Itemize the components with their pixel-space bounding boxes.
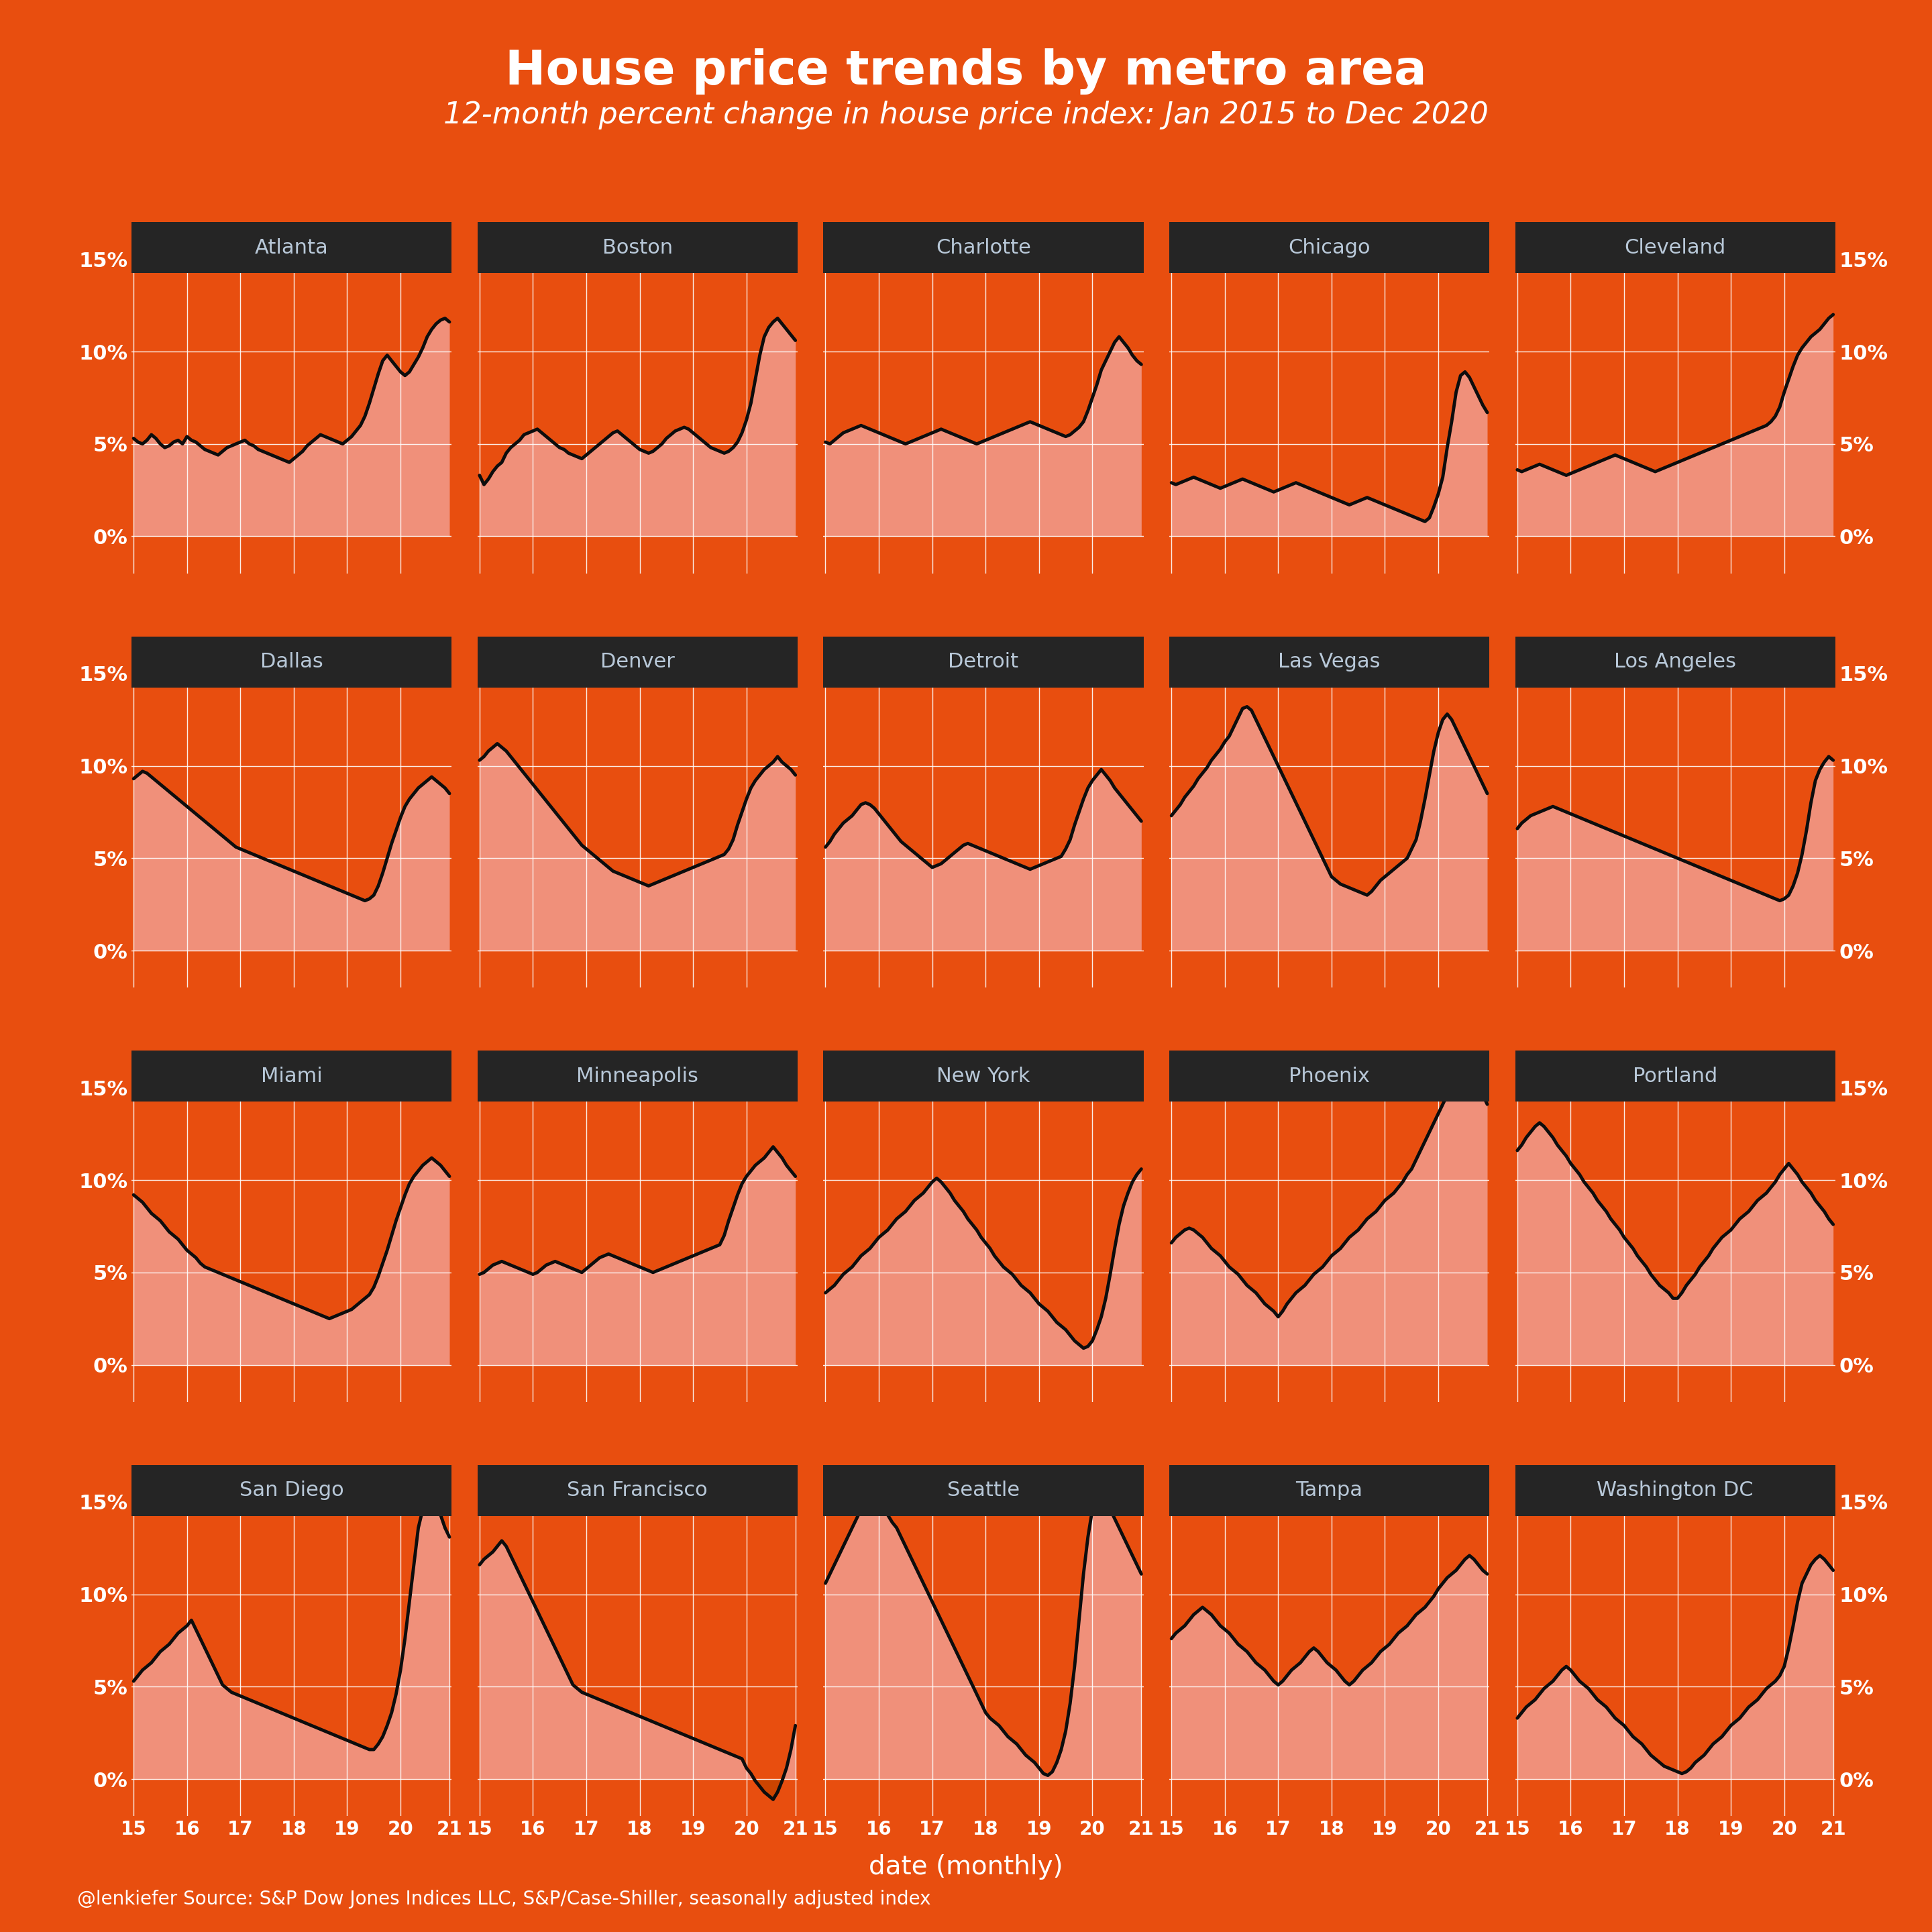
Text: Seattle: Seattle bbox=[947, 1480, 1020, 1499]
Bar bbox=[1169, 636, 1490, 688]
Text: @lenkiefer Source: S&P Dow Jones Indices LLC, S&P/Case-Shiller, seasonally adjus: @lenkiefer Source: S&P Dow Jones Indices… bbox=[77, 1889, 931, 1909]
Text: Charlotte: Charlotte bbox=[935, 238, 1032, 257]
Bar bbox=[823, 222, 1144, 272]
Text: Boston: Boston bbox=[603, 238, 672, 257]
Text: Denver: Denver bbox=[601, 653, 674, 672]
Text: House price trends by metro area: House price trends by metro area bbox=[506, 48, 1426, 95]
Bar bbox=[823, 1464, 1144, 1517]
Text: Dallas: Dallas bbox=[261, 653, 323, 672]
Text: New York: New York bbox=[937, 1066, 1030, 1086]
Bar bbox=[1515, 1464, 1835, 1517]
Text: Los Angeles: Los Angeles bbox=[1615, 653, 1737, 672]
Text: Tampa: Tampa bbox=[1296, 1480, 1362, 1499]
Text: Las Vegas: Las Vegas bbox=[1279, 653, 1381, 672]
Text: 12-month percent change in house price index: Jan 2015 to Dec 2020: 12-month percent change in house price i… bbox=[444, 100, 1488, 129]
Text: San Francisco: San Francisco bbox=[568, 1480, 707, 1499]
Bar bbox=[1515, 636, 1835, 688]
Bar bbox=[477, 1464, 798, 1517]
Bar bbox=[477, 636, 798, 688]
Text: San Diego: San Diego bbox=[240, 1480, 344, 1499]
Text: Cleveland: Cleveland bbox=[1625, 238, 1725, 257]
Text: date (monthly): date (monthly) bbox=[869, 1855, 1063, 1880]
Bar bbox=[131, 222, 452, 272]
Text: Chicago: Chicago bbox=[1289, 238, 1370, 257]
Bar bbox=[823, 636, 1144, 688]
Bar bbox=[1169, 222, 1490, 272]
Bar bbox=[1515, 1051, 1835, 1101]
Bar bbox=[1169, 1051, 1490, 1101]
Bar bbox=[477, 222, 798, 272]
Bar bbox=[131, 636, 452, 688]
Bar bbox=[131, 1464, 452, 1517]
Bar bbox=[131, 1051, 452, 1101]
Text: Washington DC: Washington DC bbox=[1598, 1480, 1754, 1499]
Text: Miami: Miami bbox=[261, 1066, 323, 1086]
Bar bbox=[1169, 1464, 1490, 1517]
Bar bbox=[477, 1051, 798, 1101]
Text: Phoenix: Phoenix bbox=[1289, 1066, 1370, 1086]
Text: Atlanta: Atlanta bbox=[255, 238, 328, 257]
Text: Detroit: Detroit bbox=[949, 653, 1018, 672]
Bar bbox=[1515, 222, 1835, 272]
Bar bbox=[823, 1051, 1144, 1101]
Text: Minneapolis: Minneapolis bbox=[576, 1066, 699, 1086]
Text: Portland: Portland bbox=[1633, 1066, 1718, 1086]
